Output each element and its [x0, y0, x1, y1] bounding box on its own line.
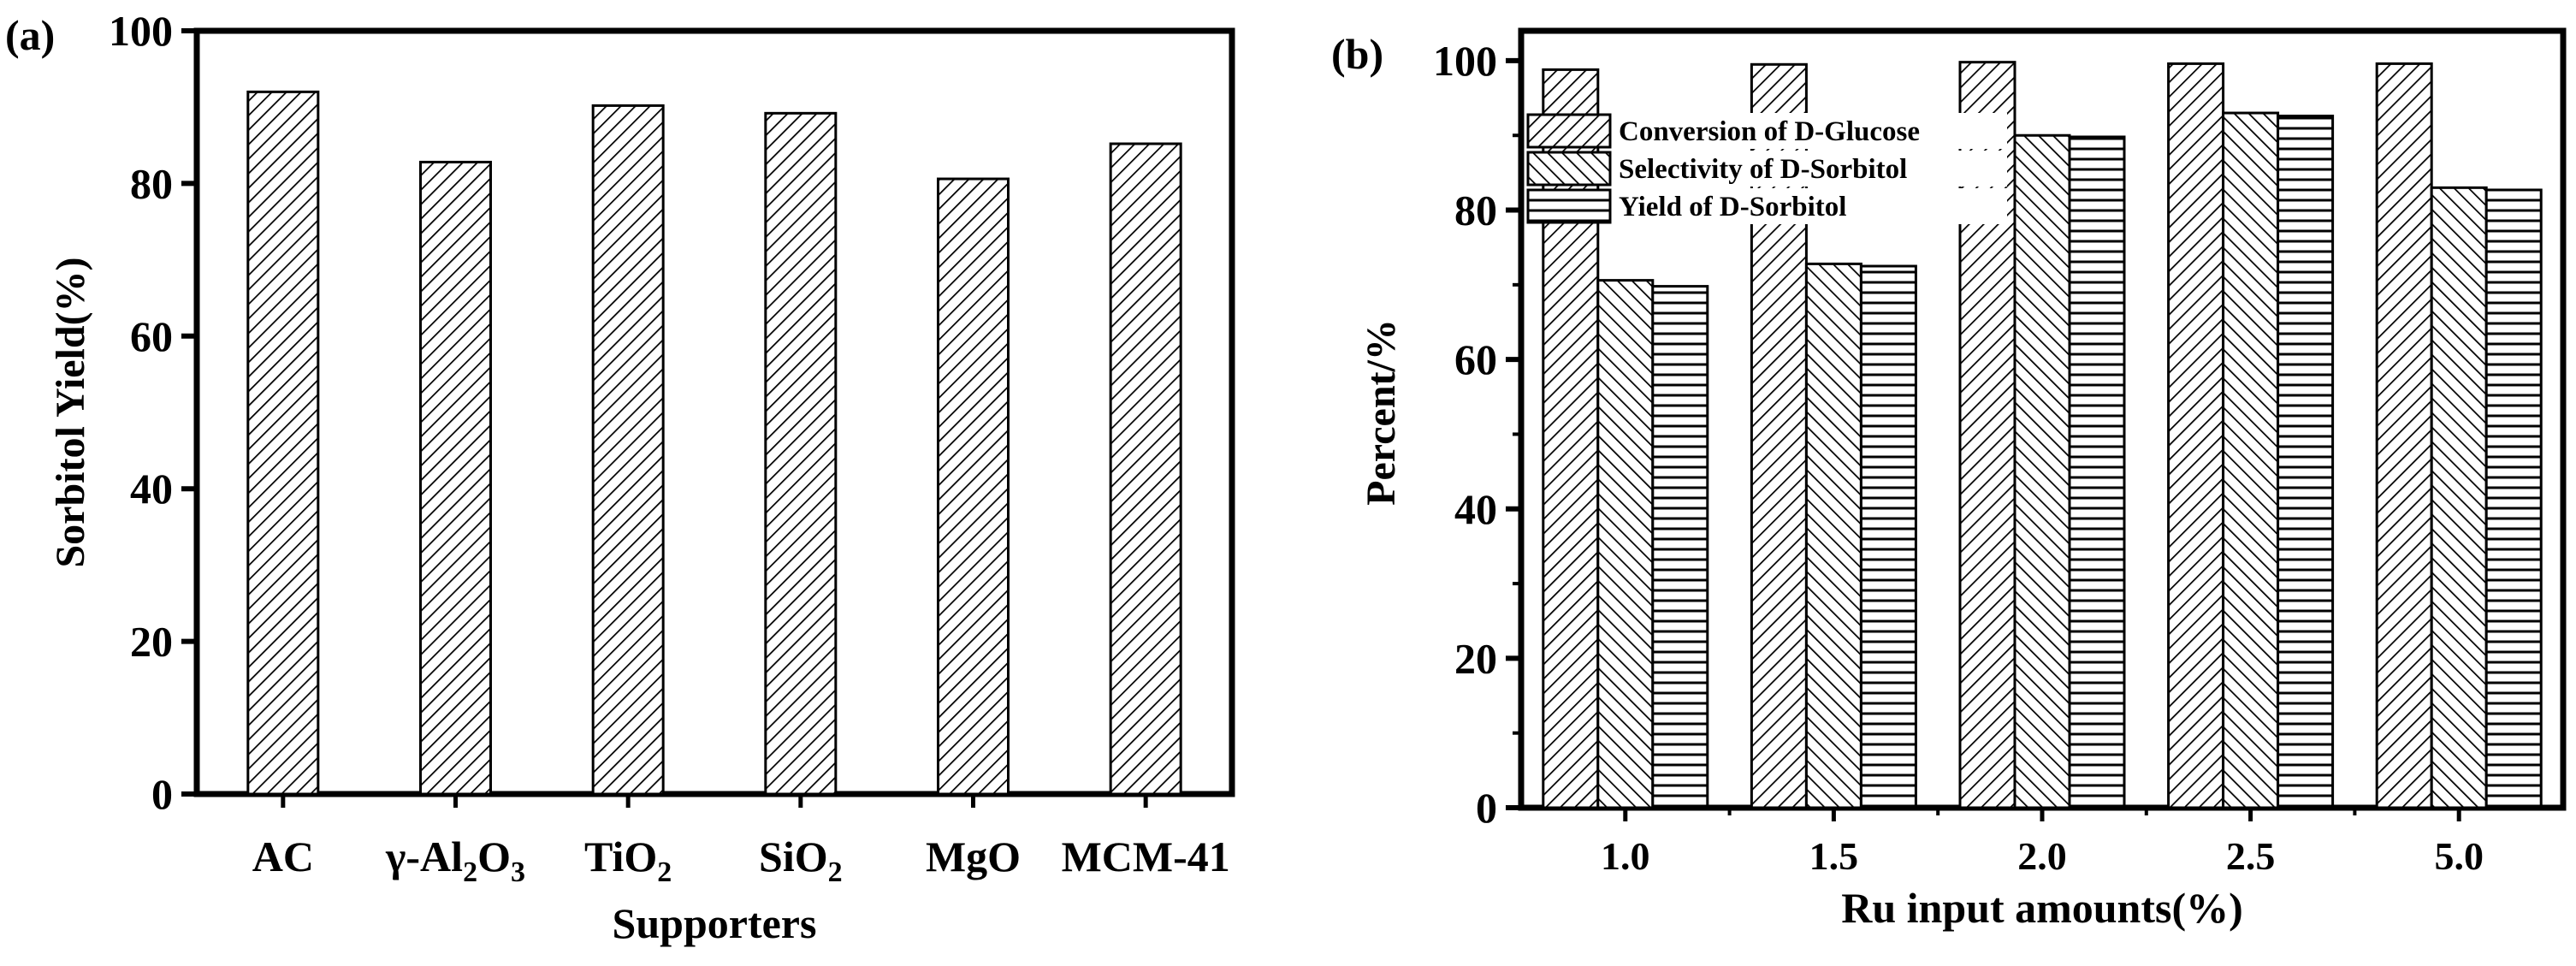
panel-a-bar-AC: [246, 90, 320, 796]
panel-a-bar-MCM-41: [1109, 142, 1182, 796]
panel-a-x-tick-label: TiO2: [584, 833, 672, 888]
panel-b-label: (b): [1331, 30, 1383, 78]
panel-a-x-tick-label: MCM-41: [1062, 833, 1230, 880]
panel-b-y-tick-label: 40: [1454, 485, 1497, 533]
panel-b-bar-5.0-series-2: [2430, 186, 2488, 809]
panel-b-x-axis-title: Ru input amounts(%): [1841, 884, 2243, 932]
panel-a-y-tick-label: 20: [130, 618, 173, 666]
panel-a-y-axis-title: Sorbitol Yield(%): [48, 257, 93, 567]
panel-a-x-axis: AC γ-Al2O3 TiO2 SiO2 MgO MCM-41: [252, 794, 1230, 888]
panel-b-legend-label-bg: [1615, 188, 2007, 224]
panel-a-y-tick-label: 40: [130, 465, 173, 513]
panel-b-y-tick-label: 60: [1454, 335, 1497, 383]
panel-b-bar-5.0-series-3: [2484, 188, 2543, 809]
panel-b-y-axis-title: Percent/%: [1359, 319, 1404, 506]
panel-a-bar-γ-Al2O3: [419, 160, 492, 796]
panel-a-bar-TiO2: [591, 104, 665, 796]
panel-b-legend-label-bg: [1615, 151, 2007, 187]
panel-a-x-tick-label: γ-Al2O3: [385, 833, 525, 888]
panel-a-bars: [246, 90, 1182, 796]
panel-b-bar-1.0-series-3: [1651, 285, 1709, 809]
panel-a-label: (a): [5, 11, 55, 59]
panel-b: (b) 0 20 40 60 80 100 1.0 1.5 2.0 2.5 5.0 Ru inpu…: [1331, 27, 2567, 932]
panel-b-bar-2.5-series-2: [2222, 111, 2280, 809]
panel-a-bar-SiO2: [764, 111, 838, 796]
panel-b-x-tick-label: 2.5: [2226, 834, 2276, 878]
panel-b-y-tick-label: 20: [1454, 634, 1497, 682]
panel-b-y-tick-label: 100: [1433, 37, 1497, 85]
panel-a-plot-frame: [193, 27, 1235, 797]
panel-b-bar-5.0-series-1: [2375, 62, 2433, 809]
panel-a-x-axis-title: Supporters: [613, 899, 817, 947]
panel-b-legend-label-bg: [1615, 113, 2007, 149]
panel-b-bar-1.5-series-2: [1804, 262, 1862, 809]
panel-b-bar-2.0-series-3: [2068, 135, 2126, 809]
panel-b-bar-1.0-series-2: [1596, 279, 1655, 809]
panel-a-x-tick-label: SiO2: [759, 833, 843, 888]
panel-a-y-tick-label: 0: [151, 770, 173, 818]
panel-a-bar-MgO: [937, 177, 1010, 796]
panel-b-x-tick-label: 1.0: [1601, 834, 1650, 878]
panel-b-legend-label-2: Selectivity of D-Sorbitol: [1619, 154, 1907, 185]
panel-b-x-tick-label: 1.5: [1809, 834, 1859, 878]
panel-b-bar-1.5-series-3: [1859, 264, 1917, 809]
panel-b-x-tick-label: 2.0: [2017, 834, 2067, 878]
panel-b-legend-label-3: Yield of D-Sorbitol: [1619, 192, 1846, 222]
panel-a-y-axis: 0 20 40 60 80 100: [109, 7, 197, 818]
panel-b-y-tick-label: 80: [1454, 187, 1497, 234]
panel-b-bar-2.5-series-3: [2277, 115, 2335, 809]
panel-a-y-tick-label: 60: [130, 312, 173, 360]
panel-b-x-tick-label: 5.0: [2434, 834, 2484, 878]
panel-b-y-tick-label: 0: [1476, 784, 1497, 832]
panel-b-legend-swatch-3: [1526, 188, 1612, 224]
panel-b-bar-2.0-series-2: [2013, 133, 2071, 809]
panel-a-y-tick-label: 100: [109, 7, 173, 55]
panel-b-legend: Conversion of D-Glucose Selectivity of D-…: [1526, 113, 2007, 224]
panel-b-legend-label-1: Conversion of D-Glucose: [1619, 116, 1920, 147]
panel-b-bar-2.5-series-1: [2167, 62, 2225, 809]
panel-b-legend-swatch-2: [1526, 151, 1612, 187]
panel-b-legend-swatch-1: [1526, 113, 1612, 149]
panel-b-x-axis: 1.0 1.5 2.0 2.5 5.0: [1601, 808, 2484, 878]
panel-a-x-tick-label: MgO: [926, 833, 1021, 880]
panel-b-y-axis: 0 20 40 60 80 100: [1433, 37, 1521, 832]
panel-a-x-tick-label: AC: [252, 833, 314, 880]
panel-a-y-tick-label: 80: [130, 159, 173, 207]
panel-a: (a) 0 20 40 60 80 100 AC γ-Al2O3 TiO2 SiO2 MgO MCM…: [5, 7, 1235, 947]
